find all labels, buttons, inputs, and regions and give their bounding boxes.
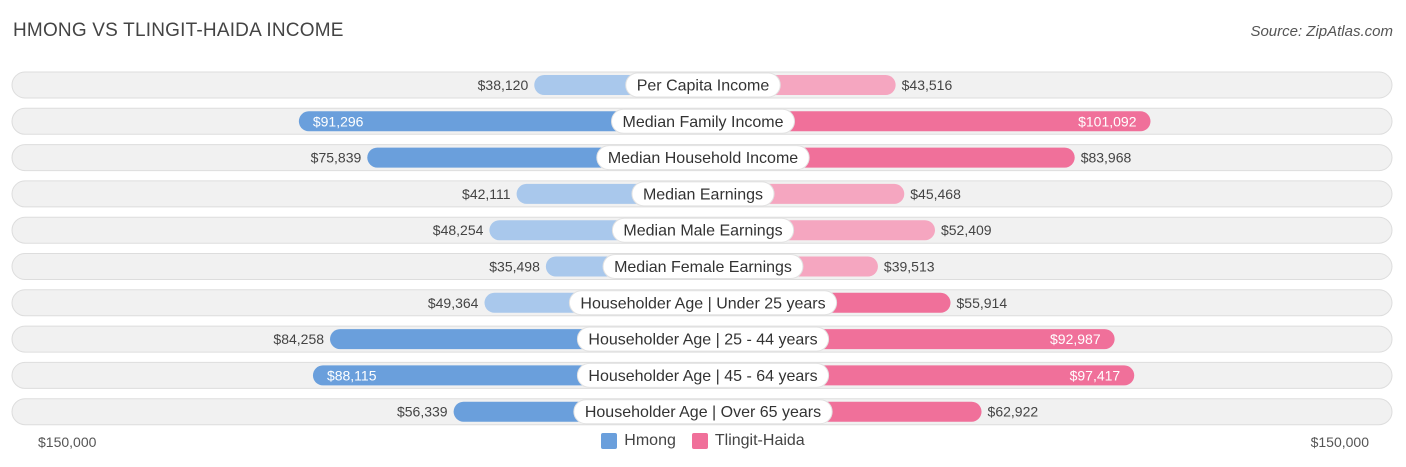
source-note: Source: ZipAtlas.com	[1250, 23, 1393, 40]
category-label: Householder Age | 25 - 44 years	[588, 332, 817, 349]
category-pill	[568, 290, 838, 316]
category-label: Median Female Earnings	[614, 259, 792, 276]
axis-label-left: $150,000	[38, 434, 97, 450]
category-pill	[576, 362, 830, 388]
category-pill	[631, 181, 775, 207]
legend-swatch-hmong	[601, 433, 618, 449]
legend: Hmong Tlingit-Haida	[0, 432, 1406, 450]
legend-item-hmong[interactable]: Hmong	[601, 432, 676, 450]
value-label-hmong: $88,115	[327, 367, 377, 383]
value-label-hmong: $48,254	[433, 222, 484, 238]
category-label: Householder Age | 45 - 64 years	[588, 368, 817, 385]
legend-label-hmong: Hmong	[624, 432, 676, 449]
value-label-tlingit-haida: $83,968	[1081, 150, 1132, 166]
value-label-tlingit-haida: $92,987	[1050, 331, 1101, 347]
chart-title: HMONG VS TLINGIT-HAIDA INCOME	[13, 20, 344, 41]
value-label-hmong: $42,111	[462, 186, 511, 202]
category-pill	[576, 326, 830, 352]
legend-swatch-tlingit-haida	[691, 433, 708, 449]
legend-label-tlingit-haida: Tlingit-Haida	[714, 432, 805, 449]
value-label-tlingit-haida: $62,922	[988, 404, 1039, 420]
category-pill	[573, 399, 833, 425]
value-label-hmong: $35,498	[489, 259, 540, 275]
value-label-hmong: $56,339	[397, 404, 448, 420]
category-label: Per Capita Income	[637, 78, 770, 95]
category-pill	[611, 217, 795, 243]
value-label-tlingit-haida: $97,417	[1070, 367, 1121, 383]
category-label: Median Male Earnings	[623, 223, 782, 240]
bar-hmong	[298, 111, 703, 132]
value-label-hmong: $84,258	[273, 331, 324, 347]
category-pill	[611, 108, 795, 134]
value-label-hmong: $91,296	[313, 113, 364, 129]
category-label: Median Household Income	[608, 150, 798, 167]
category-label: Median Earnings	[643, 186, 763, 203]
category-pill	[602, 254, 804, 279]
bar-tlingit-haida	[703, 111, 1151, 132]
value-label-tlingit-haida: $45,468	[910, 186, 961, 202]
value-label-hmong: $75,839	[311, 150, 362, 166]
value-label-tlingit-haida: $43,516	[902, 77, 953, 93]
category-label: Median Family Income	[623, 114, 784, 131]
value-label-tlingit-haida: $101,092	[1078, 113, 1137, 129]
value-label-tlingit-haida: $52,409	[941, 222, 992, 238]
category-pill	[625, 72, 781, 98]
axis-label-right: $150,000	[1310, 434, 1369, 450]
value-label-hmong: $49,364	[428, 295, 479, 311]
value-label-hmong: $38,120	[478, 77, 529, 93]
value-label-tlingit-haida: $39,513	[884, 259, 935, 275]
legend-item-tlingit-haida[interactable]: Tlingit-Haida	[691, 432, 805, 450]
category-label: Householder Age | Under 25 years	[580, 295, 825, 312]
value-label-tlingit-haida: $55,914	[957, 295, 1008, 311]
category-label: Householder Age | Over 65 years	[585, 404, 821, 421]
category-pill	[596, 145, 810, 171]
